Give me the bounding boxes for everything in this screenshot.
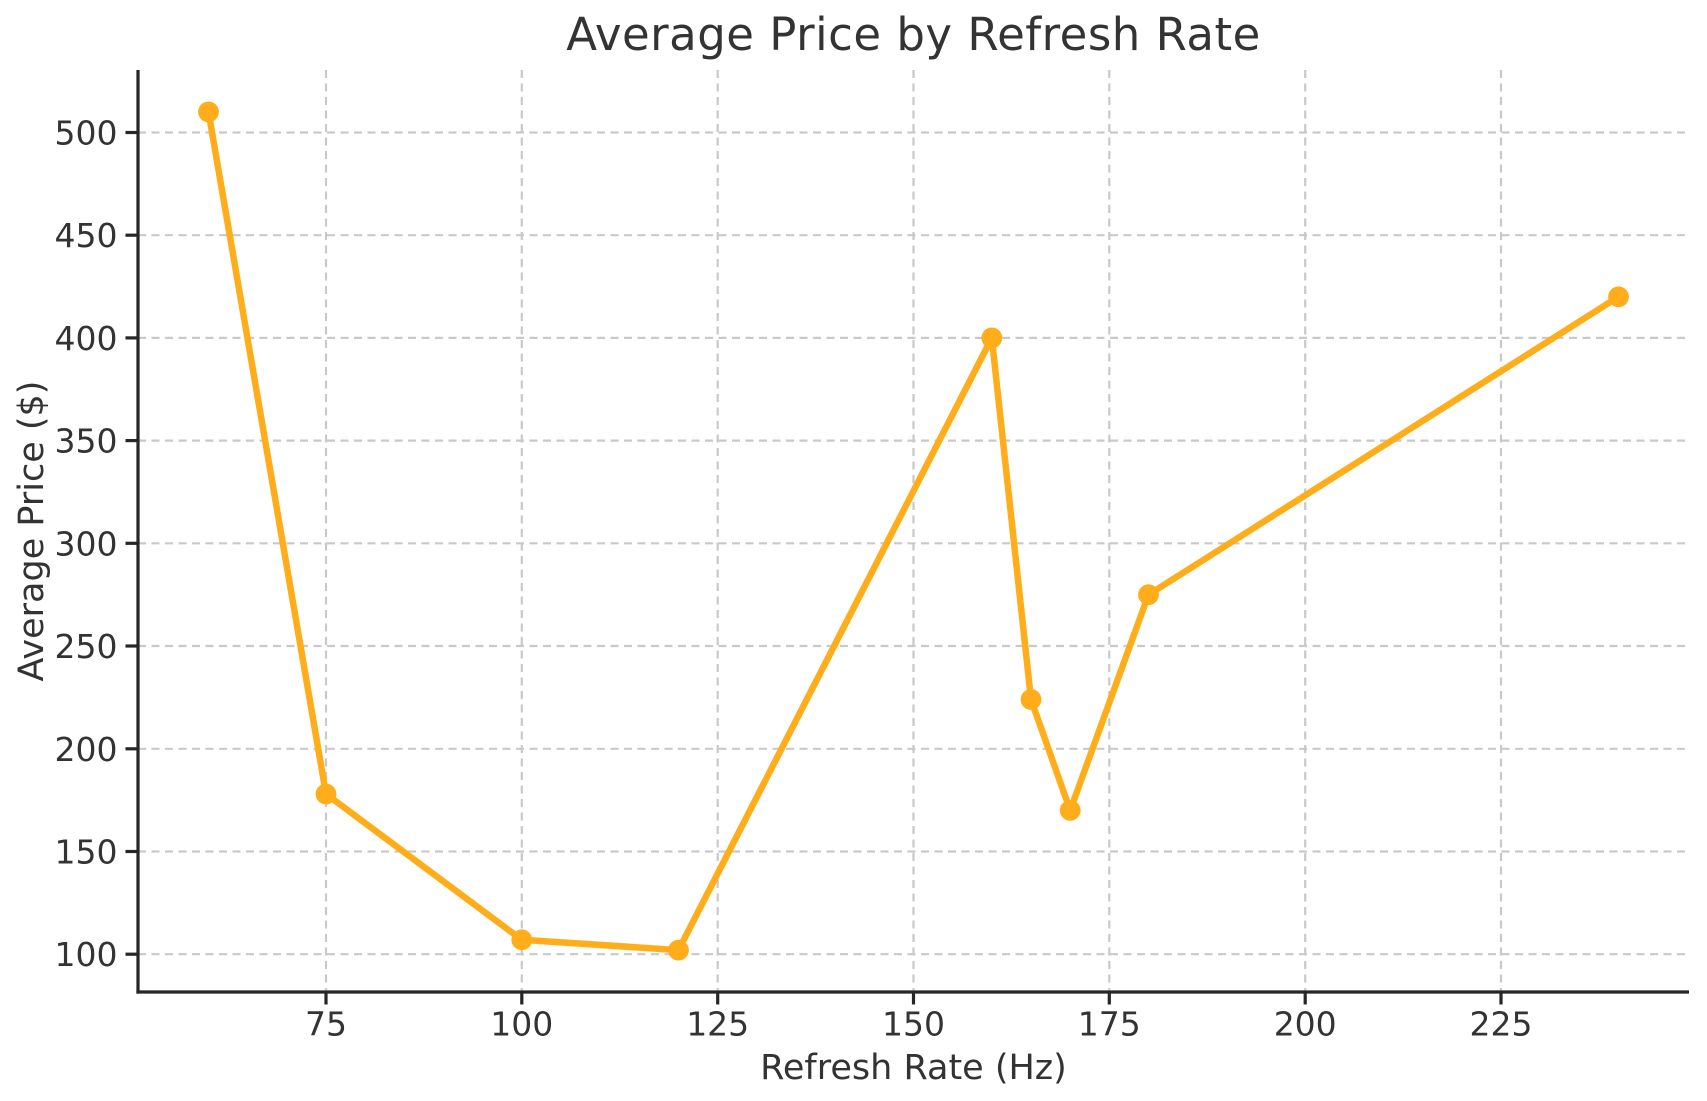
data-point-marker [198,101,219,123]
x-tick-label: 175 [1078,1005,1141,1044]
x-axis-label: Refresh Rate (Hz) [760,1048,1067,1088]
x-tick-label: 200 [1274,1005,1337,1044]
y-tick-label: 250 [55,627,118,666]
y-tick-label: 100 [55,935,118,974]
data-point-marker [1059,800,1081,821]
x-tick-label: 100 [490,1005,553,1044]
x-tick-label: 225 [1470,1005,1533,1044]
y-tick-label: 400 [55,319,118,358]
y-tick-label: 150 [55,833,118,872]
y-tick-label: 300 [55,524,118,563]
chart-title: Average Price by Refresh Rate [566,8,1261,61]
data-point-marker [315,783,337,805]
data-point-marker [511,929,533,951]
y-tick-label: 450 [55,216,118,255]
x-tick-label: 150 [882,1005,945,1044]
data-point-marker [668,939,689,961]
y-tick-label: 350 [55,422,118,461]
x-tick-label: 125 [686,1005,749,1044]
data-point-marker [1138,584,1159,606]
y-tick-label: 500 [55,114,118,153]
y-tick-label: 200 [55,730,118,769]
data-point-marker [981,327,1003,349]
data-point-marker [1020,689,1042,710]
x-tick-label: 75 [305,1005,347,1044]
data-point-marker [1608,286,1629,308]
